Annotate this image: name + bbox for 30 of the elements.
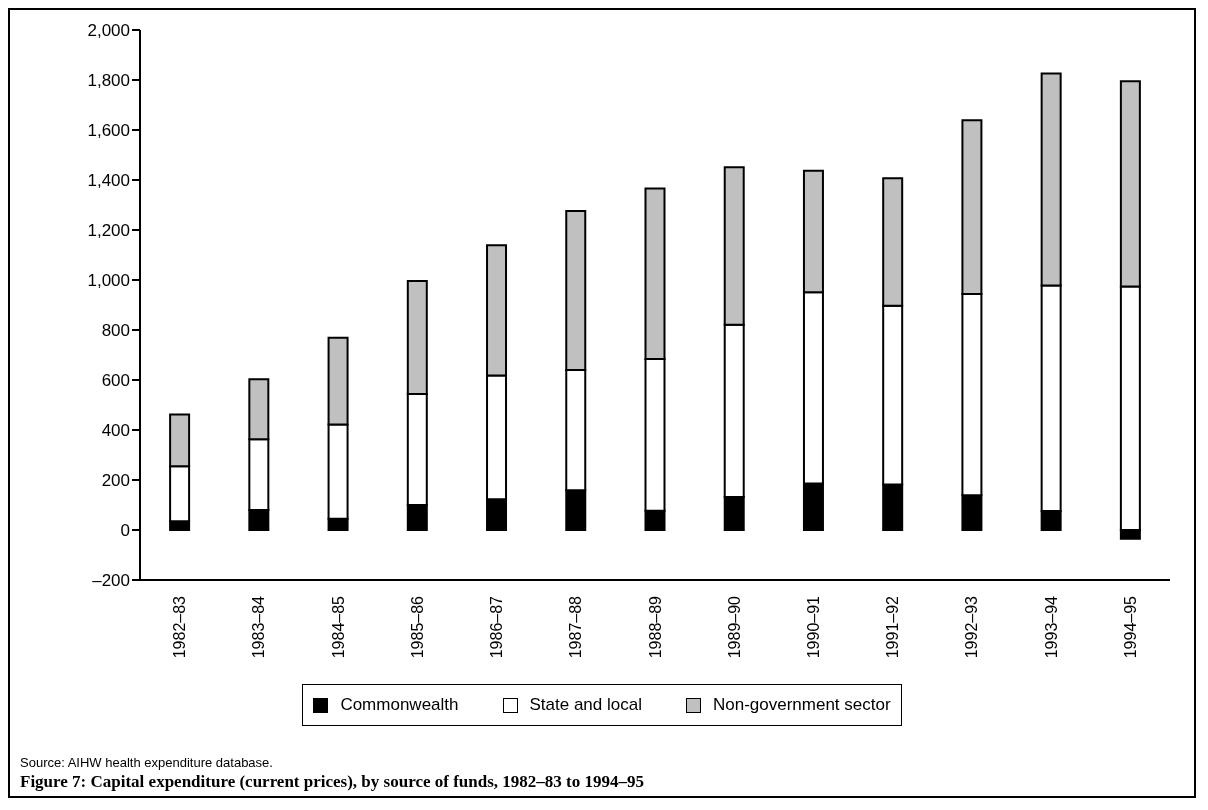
y-tick-label: 0	[120, 521, 130, 541]
y-tick-label: 1,400	[87, 171, 130, 191]
y-tick-label: 1,600	[87, 121, 130, 141]
y-tick-label: 400	[101, 421, 130, 441]
x-tick-label: 1992–93	[963, 595, 981, 659]
y-tick-label: 1,200	[87, 221, 130, 241]
x-tick-label: 1987–88	[567, 595, 585, 659]
x-tick-label: 1989–90	[725, 595, 743, 659]
x-tick-label: 1993–94	[1042, 595, 1060, 659]
text: Figure 7: Capital expenditure (current prices), by source of funds, 1982–83 to 1994–95	[20, 772, 644, 792]
legend-label: Commonwealth	[340, 695, 459, 715]
y-tick-label: 800	[101, 321, 130, 341]
source-note: Source: AIHW health expenditure database.	[20, 755, 273, 770]
x-tick-label: 1985–86	[408, 595, 426, 659]
y-tick-label: 1,800	[87, 71, 130, 91]
x-tick-label: 1991–92	[884, 595, 902, 659]
x-tick-label: 1988–89	[646, 595, 664, 659]
x-tick-label: 1984–85	[329, 595, 347, 659]
x-tick-label: 1983–84	[250, 595, 268, 659]
y-tick-label: –200	[92, 571, 130, 591]
y-tick-label: 2,000	[87, 21, 130, 41]
x-tick-label: 1982–83	[171, 595, 189, 659]
y-tick-label: 600	[101, 371, 130, 391]
legend-label: State and local	[529, 695, 642, 715]
y-tick-label: 200	[101, 471, 130, 491]
legend-label: Non-government sector	[712, 695, 891, 715]
x-tick-label: 1986–87	[488, 595, 506, 659]
x-tick-label: 1994–95	[1121, 595, 1139, 659]
x-tick-label: 1990–91	[804, 595, 822, 659]
y-tick-label: 1,000	[87, 271, 130, 291]
